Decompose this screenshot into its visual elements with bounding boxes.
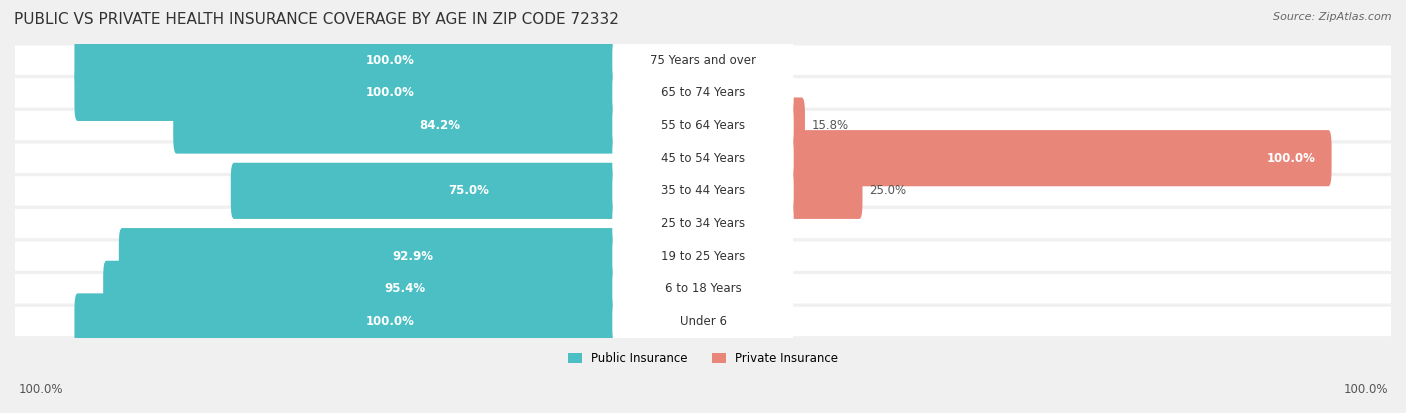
FancyBboxPatch shape xyxy=(679,202,704,245)
Text: 0.0%: 0.0% xyxy=(728,217,758,230)
Text: 25.0%: 25.0% xyxy=(869,184,905,197)
Text: 6 to 18 Years: 6 to 18 Years xyxy=(665,282,741,295)
Text: 0.0%: 0.0% xyxy=(728,86,758,100)
FancyBboxPatch shape xyxy=(612,299,794,344)
FancyBboxPatch shape xyxy=(15,307,1391,336)
FancyBboxPatch shape xyxy=(15,111,1391,140)
FancyBboxPatch shape xyxy=(612,136,794,180)
FancyBboxPatch shape xyxy=(15,143,1391,173)
Text: 4.7%: 4.7% xyxy=(742,282,772,295)
Text: 0.0%: 0.0% xyxy=(728,315,758,328)
Text: 65 to 74 Years: 65 to 74 Years xyxy=(661,86,745,100)
FancyBboxPatch shape xyxy=(700,261,735,317)
FancyBboxPatch shape xyxy=(702,300,727,343)
FancyBboxPatch shape xyxy=(612,234,794,278)
FancyBboxPatch shape xyxy=(702,235,727,278)
Text: 75 Years and over: 75 Years and over xyxy=(650,54,756,67)
FancyBboxPatch shape xyxy=(702,71,727,114)
FancyBboxPatch shape xyxy=(15,242,1391,271)
FancyBboxPatch shape xyxy=(231,163,706,219)
FancyBboxPatch shape xyxy=(75,65,706,121)
FancyBboxPatch shape xyxy=(612,169,794,213)
FancyBboxPatch shape xyxy=(173,97,706,154)
FancyBboxPatch shape xyxy=(679,137,704,180)
Text: 25 to 34 Years: 25 to 34 Years xyxy=(661,217,745,230)
Text: 100.0%: 100.0% xyxy=(1343,384,1388,396)
Text: 100.0%: 100.0% xyxy=(366,86,415,100)
FancyBboxPatch shape xyxy=(15,78,1391,107)
Text: 0.0%: 0.0% xyxy=(648,217,678,230)
FancyBboxPatch shape xyxy=(75,293,706,349)
FancyBboxPatch shape xyxy=(15,274,1391,304)
Legend: Public Insurance, Private Insurance: Public Insurance, Private Insurance xyxy=(564,348,842,370)
FancyBboxPatch shape xyxy=(15,45,1391,75)
FancyBboxPatch shape xyxy=(702,202,727,245)
Text: 100.0%: 100.0% xyxy=(366,54,415,67)
Text: 92.9%: 92.9% xyxy=(392,249,433,263)
Text: 100.0%: 100.0% xyxy=(366,315,415,328)
Text: 55 to 64 Years: 55 to 64 Years xyxy=(661,119,745,132)
Text: 15.8%: 15.8% xyxy=(811,119,848,132)
Text: Source: ZipAtlas.com: Source: ZipAtlas.com xyxy=(1274,12,1392,22)
FancyBboxPatch shape xyxy=(612,103,794,148)
FancyBboxPatch shape xyxy=(700,130,1331,186)
Text: 95.4%: 95.4% xyxy=(384,282,425,295)
Text: 0.0%: 0.0% xyxy=(728,249,758,263)
FancyBboxPatch shape xyxy=(612,71,794,115)
FancyBboxPatch shape xyxy=(15,176,1391,206)
FancyBboxPatch shape xyxy=(75,32,706,88)
Text: 100.0%: 100.0% xyxy=(1267,152,1316,165)
Text: 0.0%: 0.0% xyxy=(728,54,758,67)
FancyBboxPatch shape xyxy=(612,38,794,83)
Text: 75.0%: 75.0% xyxy=(449,184,489,197)
FancyBboxPatch shape xyxy=(15,209,1391,238)
FancyBboxPatch shape xyxy=(700,163,862,219)
Text: 0.0%: 0.0% xyxy=(648,152,678,165)
Text: 45 to 54 Years: 45 to 54 Years xyxy=(661,152,745,165)
Text: 84.2%: 84.2% xyxy=(419,119,460,132)
FancyBboxPatch shape xyxy=(120,228,706,284)
FancyBboxPatch shape xyxy=(103,261,706,317)
Text: 35 to 44 Years: 35 to 44 Years xyxy=(661,184,745,197)
Text: Under 6: Under 6 xyxy=(679,315,727,328)
FancyBboxPatch shape xyxy=(700,97,806,154)
FancyBboxPatch shape xyxy=(702,39,727,82)
FancyBboxPatch shape xyxy=(612,267,794,311)
Text: 19 to 25 Years: 19 to 25 Years xyxy=(661,249,745,263)
Text: PUBLIC VS PRIVATE HEALTH INSURANCE COVERAGE BY AGE IN ZIP CODE 72332: PUBLIC VS PRIVATE HEALTH INSURANCE COVER… xyxy=(14,12,619,27)
Text: 100.0%: 100.0% xyxy=(18,384,63,396)
FancyBboxPatch shape xyxy=(612,201,794,246)
